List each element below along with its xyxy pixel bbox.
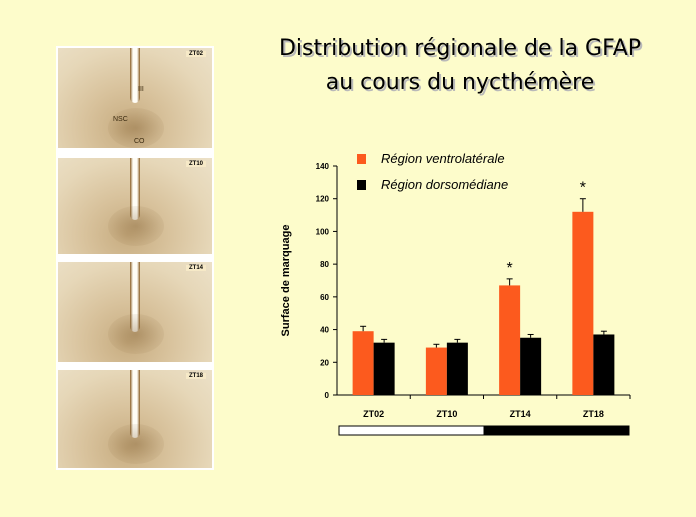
y-axis-label: Surface de marquage [280,225,292,337]
ventricle-annotation: III [138,86,144,93]
bar [593,334,615,395]
histology-panel-zt18: ZT18 [58,370,212,468]
bar [425,347,447,395]
stain-region [108,108,164,148]
third-ventricle-shape [130,262,140,332]
legend-swatch [357,154,366,164]
y-tick-label: 140 [316,162,330,171]
histology-panel-label: ZT14 [185,265,206,271]
y-tick-label: 80 [320,260,329,269]
legend-label: Région ventrolatérale [381,151,505,166]
co-annotation: CO [134,138,145,145]
significance-marker: * [580,180,586,197]
y-tick-label: 60 [320,293,329,302]
x-category-label: ZT10 [436,409,457,419]
histology-panel-label: ZT02 [185,51,206,57]
slide-title-line-1: Distribution régionale de la GFAP [278,36,642,61]
bar [352,331,374,395]
stain-region [108,424,164,464]
histology-panel-strip: ZT02 III NSC CO ZT10 ZT14 ZT18 [56,46,214,470]
nsc-annotation: NSC [113,116,128,123]
x-category-label: ZT14 [510,409,531,419]
bar [499,285,521,395]
x-category-label: ZT02 [363,409,384,419]
third-ventricle-shape [130,370,140,438]
bar [373,342,395,395]
significance-marker: * [507,260,513,277]
y-tick-label: 120 [316,195,330,204]
histology-panel-zt02: ZT02 III NSC CO [58,48,212,148]
stain-region [108,314,164,354]
dark-phase-bar [483,425,630,436]
bar [520,337,542,395]
light-phase-bar [338,425,485,436]
histology-panel-zt10: ZT10 [58,158,212,254]
slide-title-line-2: au cours du nycthémère [325,70,595,95]
legend-swatch [357,180,366,190]
histology-panel-zt14: ZT14 [58,262,212,362]
stain-region [108,206,164,246]
y-tick-label: 40 [320,326,329,335]
x-category-label: ZT18 [583,409,604,419]
legend-label: Région dorsomédiane [381,177,508,192]
histology-panel-label: ZT18 [185,373,206,379]
third-ventricle-shape [130,158,140,220]
y-tick-label: 0 [325,391,330,400]
slide-title: Distribution régionale de la GFAP au cou… [250,32,670,100]
bar [446,342,468,395]
third-ventricle-shape [130,48,140,103]
histology-panel-label: ZT10 [185,161,206,167]
bar [572,211,594,395]
y-tick-label: 100 [316,227,330,236]
y-tick-label: 20 [320,358,329,367]
